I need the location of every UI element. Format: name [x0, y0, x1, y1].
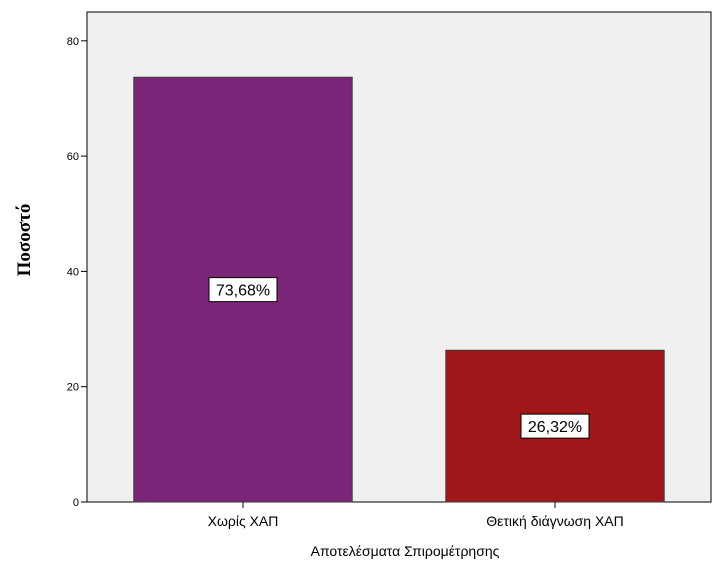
y-tick-label: 60 — [67, 151, 79, 163]
x-category-label: Χωρίς ΧΑΠ — [208, 513, 279, 529]
data-label: 73,68% — [216, 283, 270, 300]
data-label: 26,32% — [528, 419, 582, 436]
x-axis-title: Αποτελέσματα Σπιρομέτρησης — [311, 543, 500, 559]
y-axis-title: Ποσοστό — [14, 204, 35, 277]
bars: 73,68% 26,32% — [133, 76, 665, 503]
y-tick-label: 20 — [67, 382, 79, 394]
y-axis: 0 20 40 60 80 — [67, 36, 87, 509]
data-label-box — [520, 413, 590, 439]
x-category-label: Θετική διάγνωση ΧΑΠ — [486, 513, 623, 529]
x-axis: Χωρίς ΧΑΠ Θετική διάγνωση ΧΑΠ — [208, 502, 624, 529]
data-label-box — [208, 277, 278, 303]
y-tick-label: 80 — [67, 36, 79, 48]
y-tick-label: 40 — [67, 266, 79, 278]
y-tick-label: 0 — [73, 497, 79, 509]
